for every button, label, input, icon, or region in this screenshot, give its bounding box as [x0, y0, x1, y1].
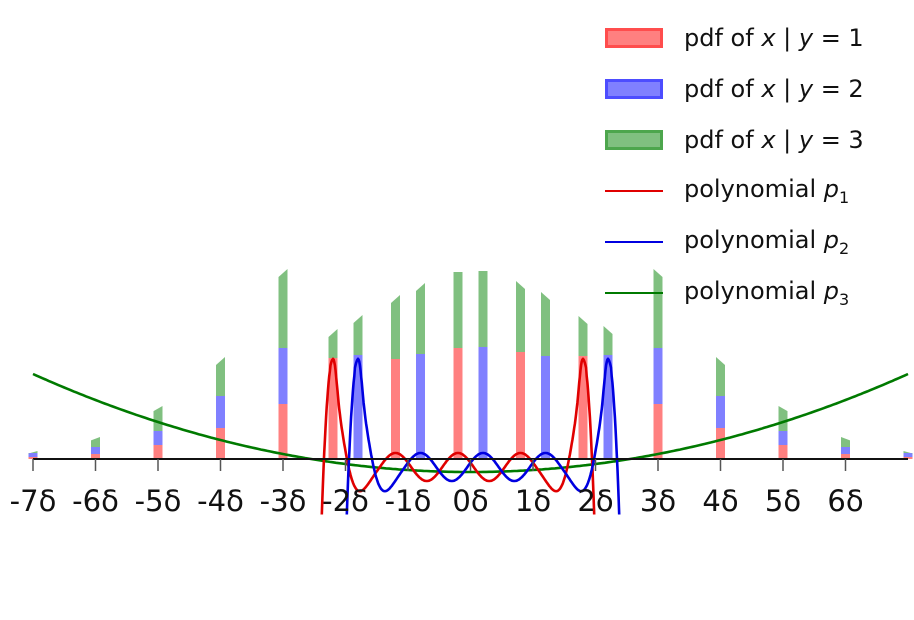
pdf-bar-segment: [716, 428, 725, 459]
legend-item-pdf-y1: pdf of x | y = 1: [600, 12, 864, 63]
pdf-bar-segment: [216, 396, 225, 428]
red-patch-icon: [605, 27, 663, 48]
legend-item-poly-p2: polynomial p2: [600, 216, 864, 267]
pdf-bar-segment: [778, 445, 788, 459]
pdf-bar-segment: [353, 355, 363, 459]
pdf-bar-segment: [328, 358, 338, 459]
legend-label: polynomial p1: [684, 174, 850, 207]
pdf-bar-segment: [716, 396, 725, 428]
pdf-bar-segment: [416, 283, 425, 354]
pdf-bar-segment: [541, 356, 550, 459]
x-tick-label: 3δ: [639, 484, 677, 518]
pdf-bar-segment: [516, 352, 525, 459]
polynomial-p2-line: [345, 357, 621, 515]
x-tick-label: 5δ: [764, 484, 802, 518]
pdf-bar-segment: [841, 454, 850, 459]
pdf-bar-segment: [278, 404, 288, 459]
polynomial-p1-line: [320, 357, 596, 515]
x-tick-label: -5δ: [134, 484, 182, 518]
x-tick-label: -1δ: [384, 484, 432, 518]
pdf-bar-segment: [541, 292, 550, 356]
red-line-icon: [605, 189, 663, 192]
pdf-bar-segment: [903, 451, 913, 454]
pdf-bar-segment: [278, 269, 288, 348]
pdf-bar-segment: [841, 447, 850, 454]
pdf-bar-segment: [391, 295, 400, 359]
pdf-bar-segment: [416, 354, 425, 459]
pdf-bar-segment: [841, 437, 850, 447]
pdf-bar-segment: [391, 359, 400, 459]
pdf-bar-segment: [216, 357, 225, 396]
x-tick-label: 0δ: [452, 484, 489, 518]
legend-item-poly-p1: polynomial p1: [600, 165, 864, 216]
pdf-bar-segment: [716, 357, 725, 396]
green-line-icon: [605, 291, 663, 294]
blue-line-icon: [605, 240, 663, 243]
pdf-bar-segment: [778, 431, 788, 445]
pdf-bar-segment: [653, 269, 663, 348]
pdf-bar-segment: [653, 348, 663, 404]
pdf-bar-segment: [28, 451, 38, 454]
legend-label: pdf of x | y = 2: [684, 74, 864, 103]
pdf-bar-segment: [478, 347, 488, 459]
pdf-bar-segment: [328, 329, 338, 358]
legend-item-pdf-y2: pdf of x | y = 2: [600, 63, 864, 114]
pdf-bar-segment: [516, 281, 525, 352]
stacked-pdf-bars: [28, 269, 913, 459]
pdf-bar-segment: [216, 428, 225, 459]
x-tick-label: 6δ: [827, 484, 864, 518]
green-patch-icon: [605, 129, 663, 150]
pdf-bar-segment: [91, 437, 100, 447]
pdf-bar-segment: [91, 454, 100, 459]
x-tick-label: -2δ: [322, 484, 369, 518]
legend: pdf of x | y = 1 pdf of x | y = 2 pdf of…: [600, 12, 864, 318]
pdf-bar-segment: [478, 271, 488, 347]
legend-label: polynomial p3: [684, 276, 850, 309]
polynomial-curves: [32, 357, 909, 515]
pdf-bar-segment: [653, 404, 663, 459]
legend-item-poly-p3: polynomial p3: [600, 267, 864, 318]
legend-label: polynomial p2: [684, 225, 850, 258]
pdf-bar-segment: [353, 315, 363, 355]
x-tick-label: -4δ: [197, 484, 244, 518]
pdf-bar-segment: [28, 453, 38, 457]
x-tick-label: 4δ: [702, 484, 739, 518]
pdf-bar-segment: [153, 406, 163, 431]
x-tick-label: -7δ: [9, 484, 57, 518]
pdf-bar-segment: [778, 406, 788, 431]
x-tick-label: -3δ: [259, 484, 307, 518]
pdf-bar-segment: [578, 356, 588, 459]
pdf-bar-segment: [91, 447, 100, 454]
pdf-bar-segment: [453, 348, 463, 459]
pdf-bar-segment: [453, 272, 463, 348]
polynomial-p3-line: [32, 372, 909, 474]
pdf-bar-segment: [603, 326, 613, 355]
blue-patch-icon: [605, 78, 663, 99]
x-tick-label: 2δ: [577, 484, 614, 518]
pdf-bar-segment: [903, 453, 913, 457]
legend-label: pdf of x | y = 1: [684, 23, 864, 52]
pdf-bar-segment: [278, 348, 288, 404]
pdf-bar-segment: [153, 445, 163, 459]
legend-label: pdf of x | y = 3: [684, 125, 864, 154]
legend-item-pdf-y3: pdf of x | y = 3: [600, 114, 864, 165]
pdf-bar-segment: [153, 431, 163, 445]
x-axis-ticks: [32, 459, 847, 471]
x-tick-label: 1δ: [514, 484, 552, 518]
x-tick-label: -6δ: [72, 484, 119, 518]
pdf-bar-segment: [578, 316, 588, 356]
